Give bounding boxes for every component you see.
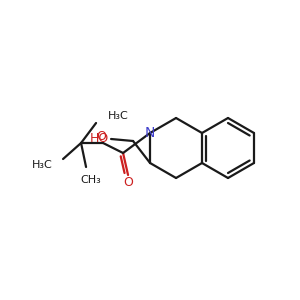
Text: CH₃: CH₃ — [81, 175, 101, 185]
Text: O: O — [123, 176, 133, 190]
Text: HO: HO — [90, 133, 109, 146]
Text: H₃C: H₃C — [108, 111, 129, 121]
Text: H₃C: H₃C — [32, 160, 53, 170]
Text: N: N — [145, 126, 155, 140]
Text: O: O — [96, 130, 106, 142]
